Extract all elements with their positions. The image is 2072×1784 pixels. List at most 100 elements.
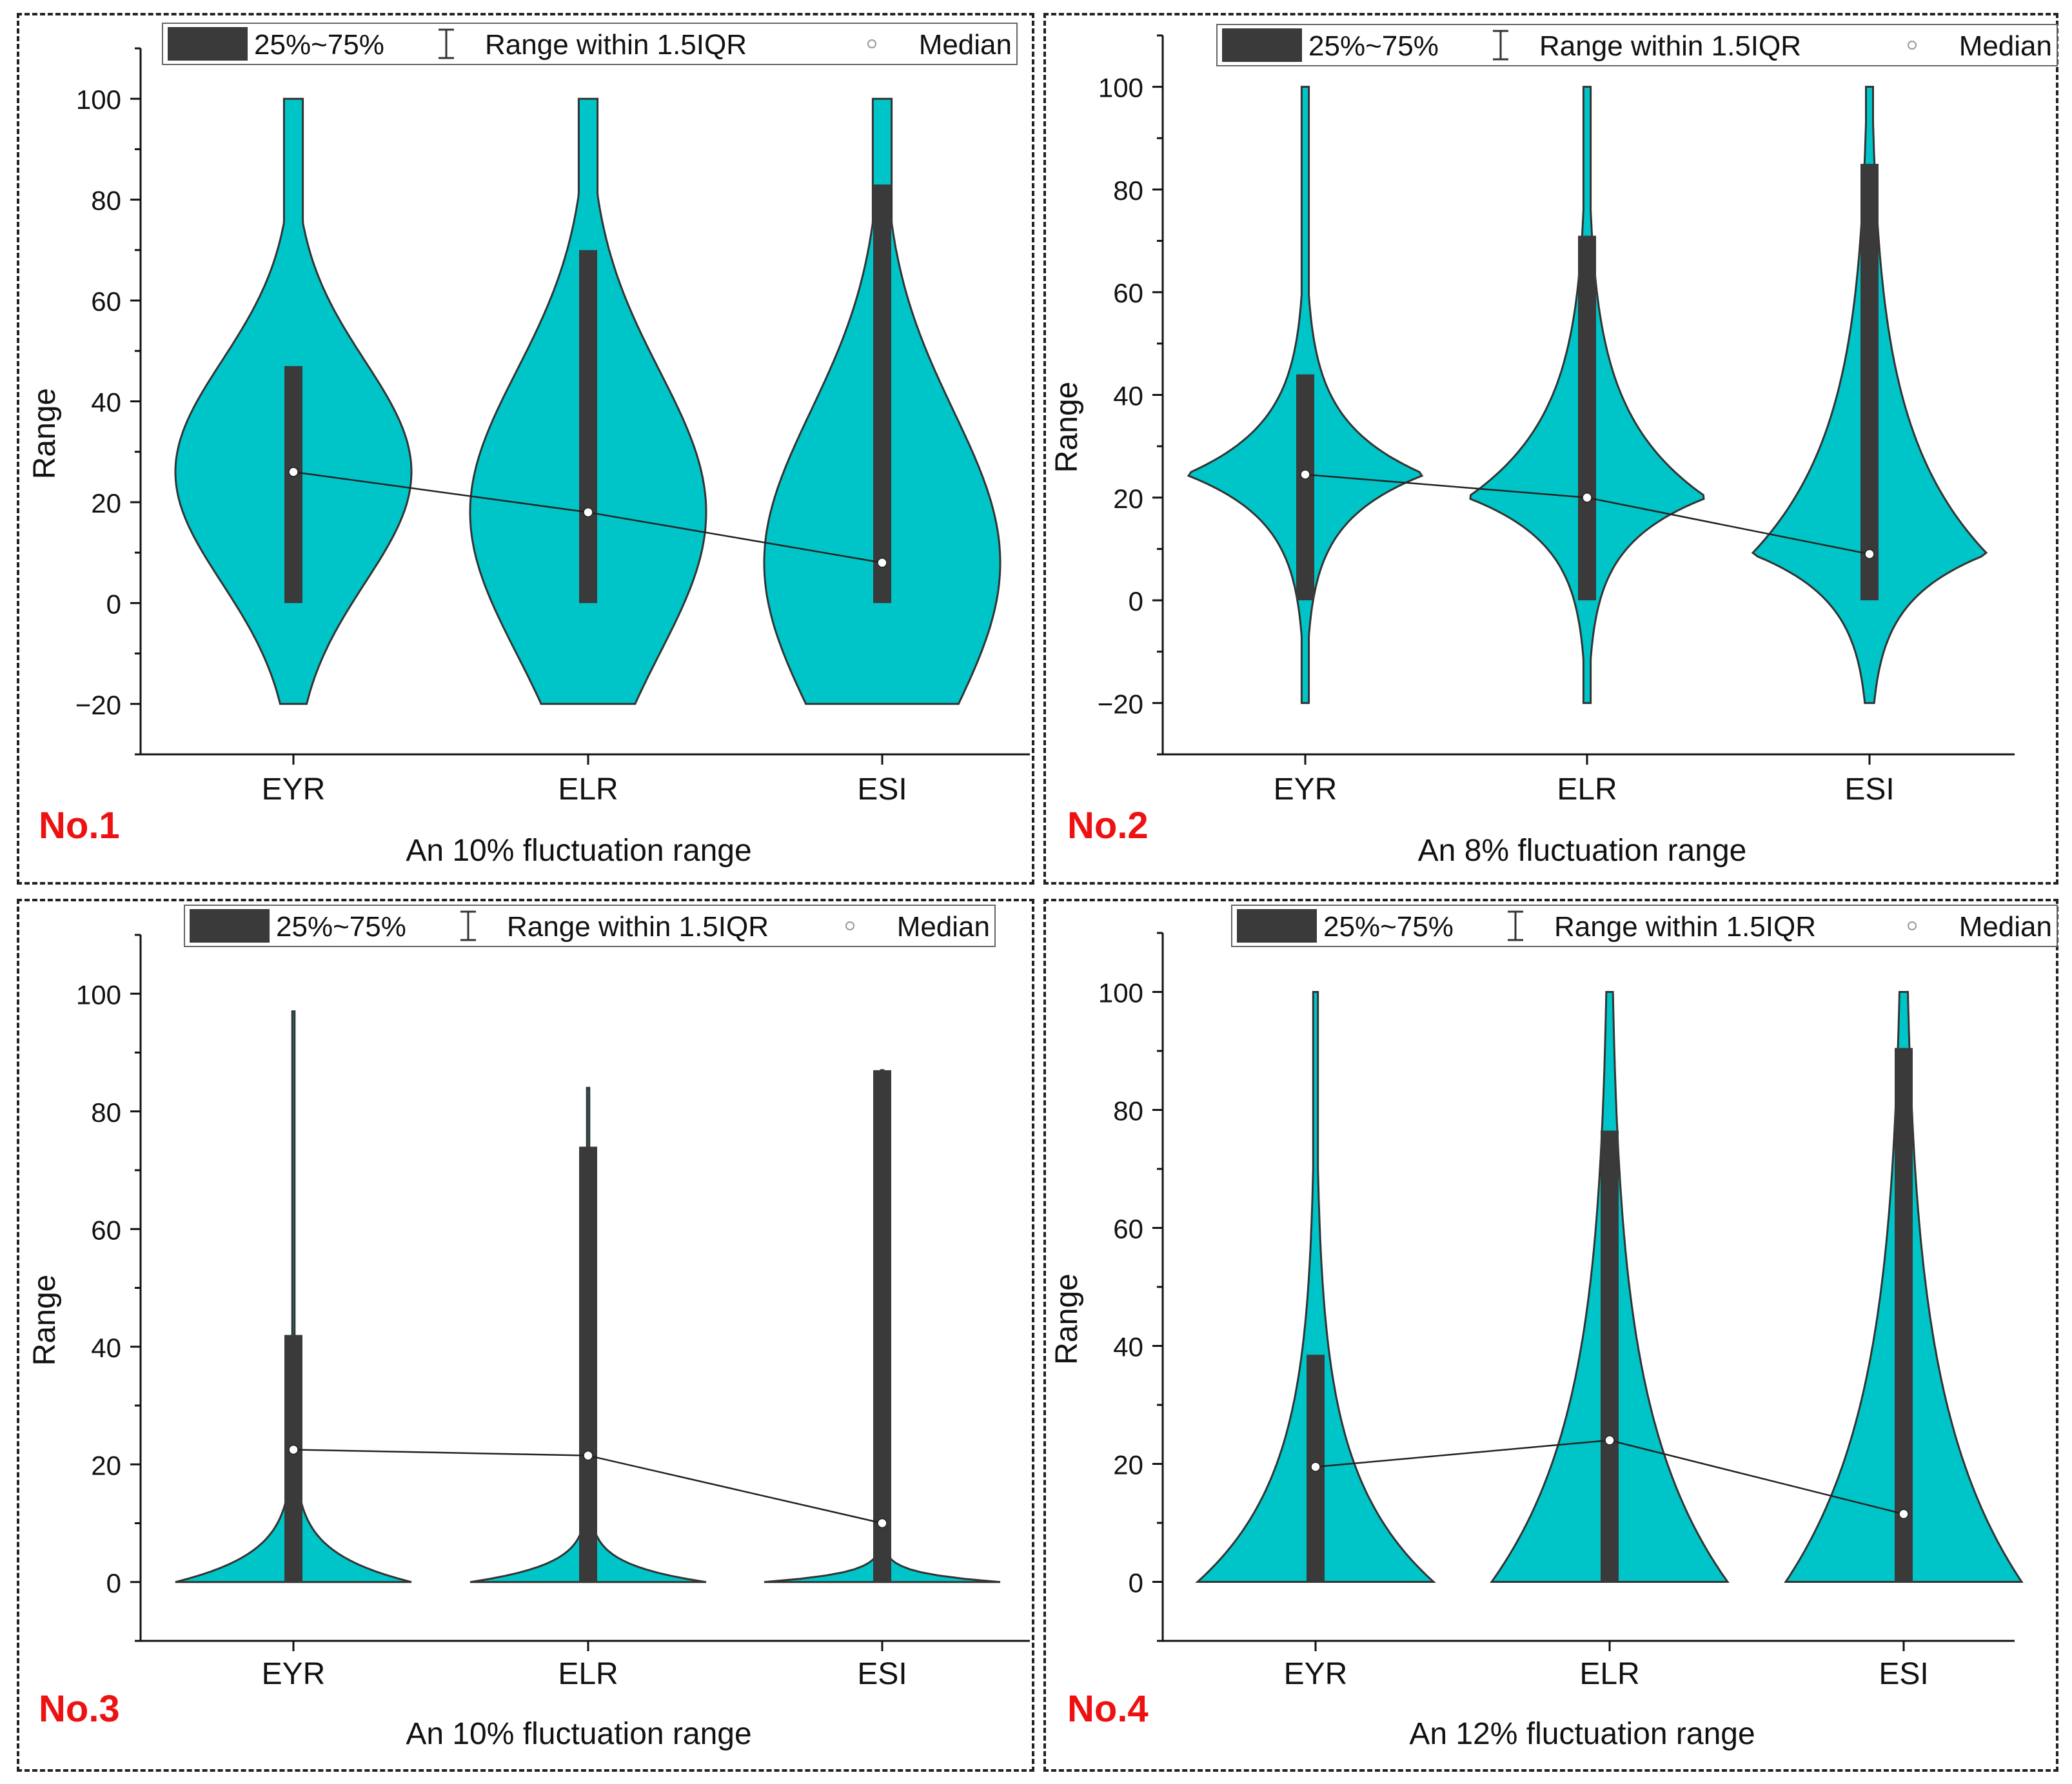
x-axis-label: An 12% fluctuation range [1409, 1717, 1755, 1751]
legend-whisker-label: Range within 1.5IQR [1554, 911, 1816, 943]
y-tick-label: 80 [91, 186, 121, 216]
y-axis-label: Range [28, 1275, 62, 1366]
median-point-esi [877, 558, 887, 568]
y-tick-label: 0 [1129, 586, 1143, 616]
x-tick-label-elr: ELR [558, 772, 618, 807]
median-point-eyr [1300, 469, 1310, 480]
median-point-esi [1864, 549, 1875, 560]
x-tick-label-elr: ELR [1579, 1657, 1639, 1691]
iqr-box-eyr [284, 1335, 302, 1582]
y-tick-label: 40 [1113, 381, 1143, 411]
y-tick-label: 0 [1129, 1568, 1143, 1598]
y-axis-label: Range [1050, 382, 1084, 473]
y-tick-label: 60 [91, 1215, 121, 1245]
panel-label: No.3 [39, 1688, 120, 1730]
legend-frame [1231, 905, 2058, 947]
y-tick-label: 100 [1098, 978, 1143, 1008]
iqr-box-elr [1601, 1130, 1619, 1582]
y-tick-label: 80 [91, 1097, 121, 1128]
iqr-box-eyr [284, 366, 302, 603]
legend: 25%~75% Range within 1.5IQR Median [1216, 24, 2058, 66]
y-tick-label: 80 [1113, 1096, 1143, 1126]
panel-border-1 [17, 13, 1034, 885]
violin-eyr [1195, 991, 1436, 1583]
legend-median-label: Median [1959, 911, 2052, 943]
median-point-elr [583, 507, 593, 518]
legend-median-icon [867, 39, 876, 48]
y-tick-label: −20 [1098, 689, 1143, 719]
y-tick-label: 20 [1113, 1450, 1143, 1480]
iqr-box-esi [1860, 164, 1879, 601]
legend-box-label: 25%~75% [276, 911, 406, 943]
legend-median-label: Median [897, 911, 990, 943]
legend-median-icon [1908, 921, 1917, 930]
panel-label: No.1 [39, 805, 120, 847]
x-tick-label-esi: ESI [1844, 772, 1894, 807]
legend-whisker-label: Range within 1.5IQR [1539, 30, 1801, 62]
legend-box-swatch [168, 27, 248, 61]
chart-panel-4: 0 20 40 60 80 100 Range EYR ELR ESI An 12% fluctua… [1050, 905, 2058, 1751]
legend-box-label: 25%~75% [254, 29, 384, 61]
median-point-eyr [288, 467, 299, 477]
iqr-box-esi [1895, 1048, 1913, 1582]
panel-border-3 [17, 899, 1034, 1772]
median-point-esi [1899, 1509, 1909, 1520]
y-tick-label: 40 [91, 387, 121, 418]
chart-panel-3: 0 20 40 60 80 100 Range EYR ELR ESI An 10% fluctua… [28, 905, 1030, 1751]
y-tick-label: 100 [76, 84, 121, 115]
x-axis-label: An 10% fluctuation range [406, 1717, 751, 1751]
y-tick-label: 80 [1113, 175, 1143, 206]
median-point-elr [1604, 1435, 1615, 1446]
x-tick-label-eyr: EYR [1274, 772, 1337, 807]
y-tick-label: 20 [1113, 484, 1143, 514]
legend: 25%~75% Range within 1.5IQR Median [1231, 905, 2058, 947]
y-tick-label: 60 [91, 286, 121, 317]
legend-median-label: Median [919, 29, 1012, 61]
x-tick-label-eyr: EYR [1284, 1657, 1348, 1691]
legend-box-swatch [190, 909, 270, 943]
x-tick-label-eyr: EYR [262, 772, 326, 807]
y-tick-label: 20 [91, 1450, 121, 1480]
panel-border-4 [1043, 899, 2058, 1772]
iqr-box-elr [579, 250, 597, 603]
iqr-box-elr [1578, 235, 1596, 601]
legend: 25%~75% Range within 1.5IQR Median [184, 905, 996, 947]
panel-label: No.2 [1067, 805, 1149, 847]
y-tick-label: 20 [91, 488, 121, 518]
legend-median-label: Median [1959, 30, 2052, 62]
y-tick-label: −20 [75, 690, 121, 720]
legend-box-label: 25%~75% [1308, 30, 1439, 62]
y-tick-label: 100 [76, 979, 121, 1010]
median-point-elr [583, 1450, 593, 1461]
x-tick-label-elr: ELR [1557, 772, 1617, 807]
y-axis-label: Range [28, 388, 62, 479]
legend-whisker-label: Range within 1.5IQR [485, 29, 747, 61]
median-point-eyr [288, 1444, 299, 1455]
panel-label: No.4 [1067, 1688, 1149, 1730]
chart-panel-1: −20 0 20 40 60 80 100 Range EYR ELR ESI An 10% fluc… [28, 23, 1030, 868]
panel-border-2 [1043, 13, 2058, 885]
y-tick-label: 60 [1113, 278, 1143, 308]
chart-panel-2: −20 0 20 40 60 80 100 Range EYR ELR ESI An 8% fluct… [1050, 24, 2058, 868]
y-tick-label: 40 [91, 1333, 121, 1363]
x-tick-label-esi: ESI [857, 772, 907, 807]
y-tick-label: 40 [1113, 1332, 1143, 1362]
y-axis-label: Range [1050, 1273, 1084, 1364]
legend-box-swatch [1237, 909, 1317, 943]
iqr-box-eyr [1296, 374, 1314, 601]
iqr-box-esi [873, 1070, 891, 1582]
legend-whisker-label: Range within 1.5IQR [507, 911, 769, 943]
legend-frame [184, 905, 996, 947]
x-tick-label-esi: ESI [1879, 1657, 1928, 1691]
median-point-elr [1582, 493, 1592, 503]
y-tick-label: 0 [106, 589, 121, 619]
median-point-esi [877, 1518, 887, 1529]
legend-median-icon [1908, 41, 1917, 50]
legend-median-icon [845, 921, 854, 930]
legend-frame [1216, 24, 2058, 66]
legend-box-label: 25%~75% [1323, 911, 1454, 943]
legend: 25%~75% Range within 1.5IQR Median [162, 23, 1018, 65]
x-tick-label-elr: ELR [558, 1657, 618, 1691]
median-point-eyr [1310, 1462, 1321, 1472]
